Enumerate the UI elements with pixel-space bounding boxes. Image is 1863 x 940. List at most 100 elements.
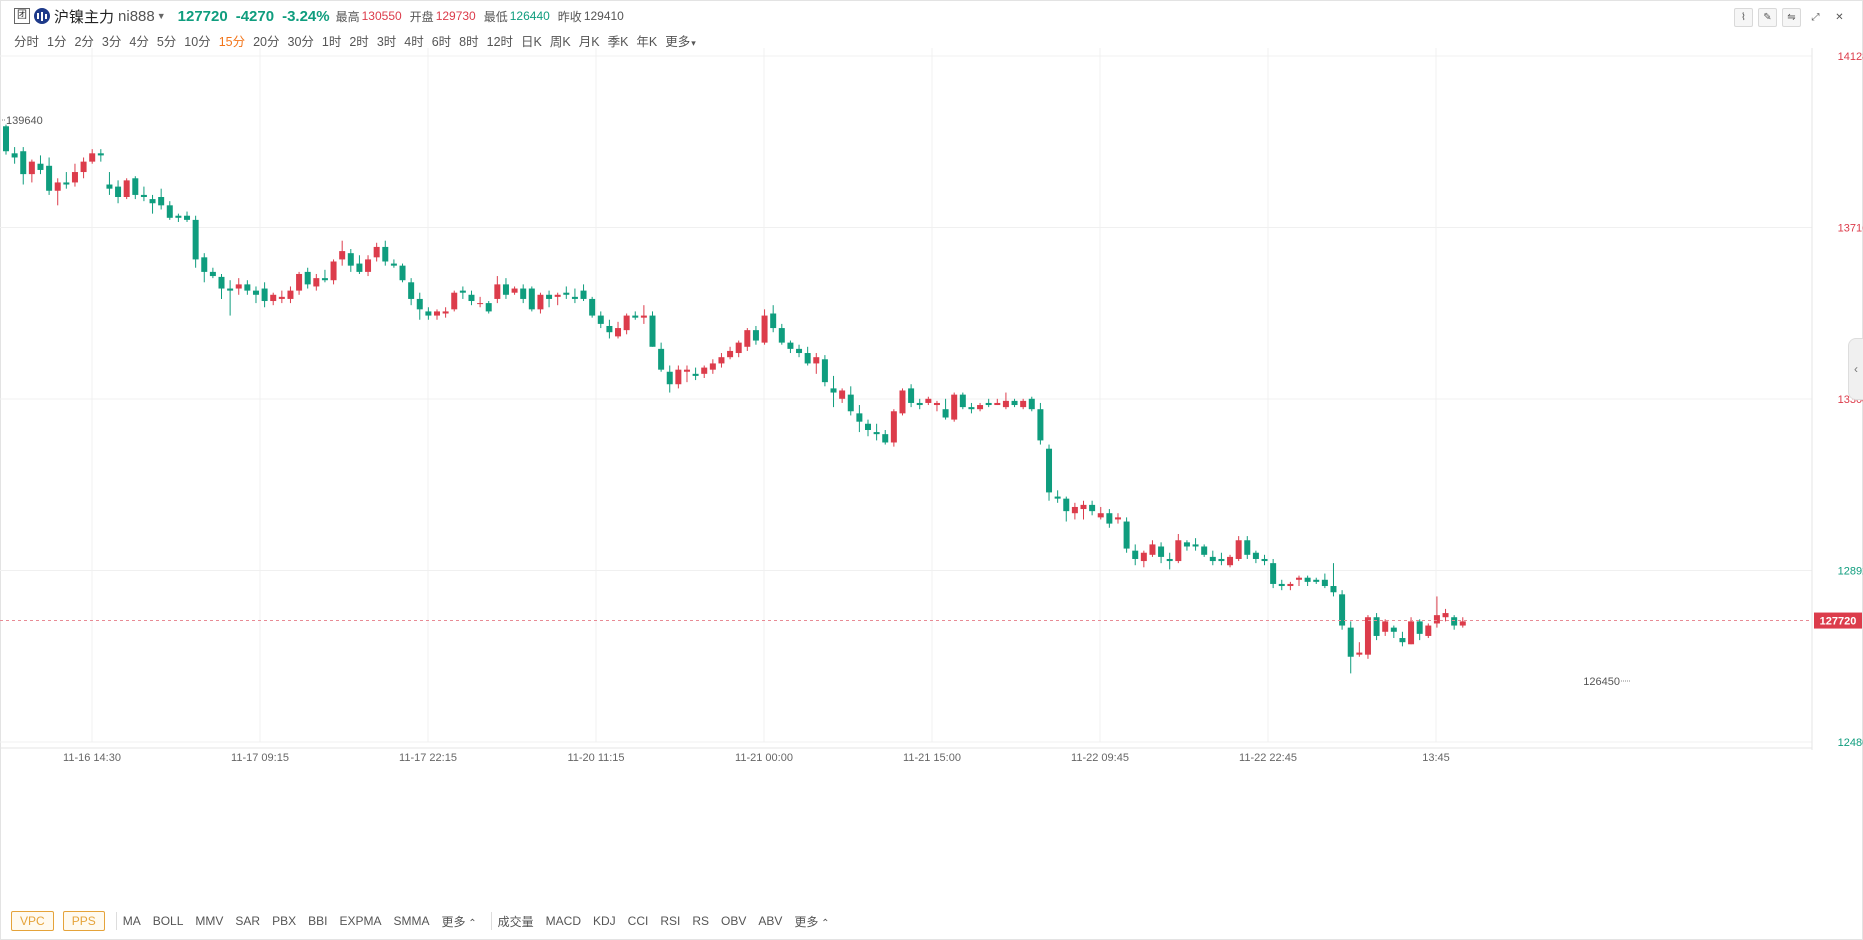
period-tab[interactable]: 12时 xyxy=(486,35,514,49)
candle-down[interactable] xyxy=(804,353,811,364)
sub-indicator-tab[interactable]: KDJ xyxy=(593,914,616,928)
candle-down[interactable] xyxy=(416,298,423,310)
candle-down[interactable] xyxy=(1304,577,1311,582)
candle-down[interactable] xyxy=(1416,621,1423,634)
period-tab[interactable]: 1时 xyxy=(321,35,342,49)
candle-down[interactable] xyxy=(1252,552,1259,559)
candle-down[interactable] xyxy=(1201,546,1208,555)
candle-down[interactable] xyxy=(1132,550,1139,559)
candle-up[interactable] xyxy=(839,390,846,399)
sub-indicator-tab[interactable]: ABV xyxy=(758,914,783,928)
candle-down[interactable] xyxy=(1313,579,1320,582)
candle-down[interactable] xyxy=(778,328,785,343)
candle-down[interactable] xyxy=(1037,409,1044,441)
candle-down[interactable] xyxy=(261,288,268,302)
candle-down[interactable] xyxy=(3,126,9,152)
candle-up[interactable] xyxy=(951,394,958,420)
main-indicator-tab[interactable]: PBX xyxy=(272,914,297,928)
candle-down[interactable] xyxy=(201,257,208,272)
period-tab[interactable]: 20分 xyxy=(253,35,280,49)
main-indicator-tab[interactable]: MA xyxy=(122,914,141,928)
candle-down[interactable] xyxy=(1278,583,1285,587)
candle-down[interactable] xyxy=(649,315,656,347)
candle-down[interactable] xyxy=(942,409,949,418)
period-tab[interactable]: 3时 xyxy=(376,35,397,49)
period-tab[interactable]: 10分 xyxy=(184,35,211,49)
candle-up[interactable] xyxy=(270,294,277,302)
period-tab[interactable]: 4时 xyxy=(404,35,424,49)
candle-up[interactable] xyxy=(615,328,622,337)
candle-down[interactable] xyxy=(1183,542,1190,547)
symbol-type-icon[interactable]: 团 xyxy=(14,8,30,24)
symbol-name[interactable]: 沪镍主力 xyxy=(54,8,115,26)
period-tab[interactable]: 5分 xyxy=(156,35,177,49)
candle-down[interactable] xyxy=(830,388,837,393)
candle-up[interactable] xyxy=(1175,540,1182,562)
candle-down[interactable] xyxy=(1011,400,1018,406)
draw-pen-icon[interactable]: ✎ xyxy=(1758,8,1777,27)
candle-down[interactable] xyxy=(658,348,665,370)
candle-down[interactable] xyxy=(580,290,587,299)
period-tab[interactable]: 6时 xyxy=(431,35,452,49)
candle-down[interactable] xyxy=(1330,586,1337,593)
sub-indicator-tab[interactable]: RS xyxy=(692,914,710,928)
candle-up[interactable] xyxy=(890,411,897,443)
period-tab[interactable]: 月K xyxy=(578,35,600,49)
candle-down[interactable] xyxy=(1339,594,1346,626)
sub-indicator-tab[interactable]: MACD xyxy=(545,914,581,928)
candle-down[interactable] xyxy=(968,407,975,410)
candle-up[interactable] xyxy=(1020,400,1027,408)
candle-down[interactable] xyxy=(175,215,182,218)
candle-down[interactable] xyxy=(856,413,863,422)
candle-up[interactable] xyxy=(1149,544,1156,555)
candle-down[interactable] xyxy=(37,163,44,170)
candle-up[interactable] xyxy=(640,315,647,318)
candle-down[interactable] xyxy=(425,311,432,316)
candle-up[interactable] xyxy=(701,367,708,374)
candle-up[interactable] xyxy=(1140,552,1147,562)
sub-indicator-tab[interactable]: CCI xyxy=(627,914,649,928)
candle-down[interactable] xyxy=(1451,617,1458,626)
candle-up[interactable] xyxy=(451,292,458,310)
candle-down[interactable] xyxy=(908,388,915,403)
candle-down[interactable] xyxy=(321,278,328,281)
candle-up[interactable] xyxy=(554,294,561,297)
candle-up[interactable] xyxy=(71,172,78,183)
candle-up[interactable] xyxy=(477,303,484,305)
candle-up[interactable] xyxy=(365,259,372,272)
candle-down[interactable] xyxy=(1390,627,1397,632)
candle-up[interactable] xyxy=(442,311,449,314)
candle-up[interactable] xyxy=(1459,621,1466,626)
candle-down[interactable] xyxy=(770,313,777,329)
candle-down[interactable] xyxy=(97,153,104,156)
candle-up[interactable] xyxy=(761,315,768,343)
main-indicator-tab[interactable]: BBI xyxy=(308,914,328,928)
candle-down[interactable] xyxy=(63,182,70,185)
candle-up[interactable] xyxy=(434,311,440,316)
main-indicator-tab[interactable]: EXPMA xyxy=(339,914,382,928)
candle-up[interactable] xyxy=(1097,513,1104,518)
candle-down[interactable] xyxy=(166,205,173,218)
candle-up[interactable] xyxy=(1408,621,1415,645)
candle-down[interactable] xyxy=(520,288,527,299)
candle-up[interactable] xyxy=(537,294,544,310)
period-tab[interactable]: 3分 xyxy=(101,35,122,49)
candle-down[interactable] xyxy=(356,263,363,272)
candle-up[interactable] xyxy=(235,284,242,289)
candle-down[interactable] xyxy=(20,151,27,175)
period-tab[interactable]: 15分 xyxy=(218,35,246,49)
candle-up[interactable] xyxy=(1356,652,1363,655)
overlay-tag[interactable]: VPC xyxy=(11,911,54,931)
candle-down[interactable] xyxy=(304,271,311,285)
candle-up[interactable] xyxy=(1287,583,1294,587)
candle-down[interactable] xyxy=(218,276,225,289)
candle-down[interactable] xyxy=(1158,546,1165,557)
sub-indicator-tab[interactable]: 成交量 xyxy=(497,914,534,929)
candle-down[interactable] xyxy=(752,330,759,341)
candle-down[interactable] xyxy=(46,165,53,191)
candle-down[interactable] xyxy=(563,292,570,295)
symbol-dropdown-icon[interactable]: ▼ xyxy=(156,11,166,21)
candle-down[interactable] xyxy=(408,282,415,299)
sub-indicator-tab[interactable]: OBV xyxy=(721,914,747,928)
candle-up[interactable] xyxy=(313,278,320,287)
